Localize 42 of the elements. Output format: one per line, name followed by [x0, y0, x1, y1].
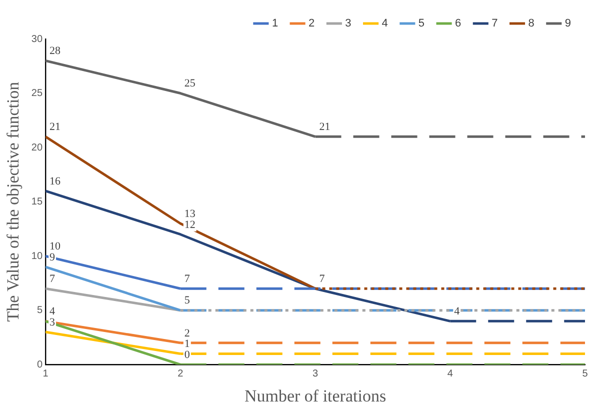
y-axis-title: The Value of the objective function: [4, 81, 23, 322]
data-label: 5: [184, 294, 190, 307]
y-tick-label: 10: [31, 250, 43, 262]
data-label: 4: [50, 306, 56, 318]
data-label: 0: [184, 348, 190, 361]
data-label: 16: [50, 175, 62, 188]
data-label: 3: [50, 316, 56, 328]
x-tick-label: 4: [447, 368, 454, 380]
x-tick-label: 1: [42, 368, 49, 380]
data-label: 21: [50, 121, 61, 134]
data-label: 7: [50, 273, 56, 286]
data-label: 2: [184, 327, 190, 340]
legend-label: 8: [528, 18, 534, 30]
legend-label: 1: [272, 18, 278, 30]
data-label: 28: [50, 45, 62, 58]
legend-label: 4: [382, 18, 388, 30]
legend-label: 6: [455, 18, 462, 30]
y-tick-label: 25: [31, 88, 43, 100]
data-label: 21: [319, 121, 330, 134]
y-tick-label: 5: [36, 305, 43, 316]
data-label: 9: [50, 251, 56, 264]
x-tick-label: 5: [582, 368, 588, 380]
data-label: 13: [184, 208, 196, 220]
x-tick-label: 3: [312, 368, 318, 380]
y-tick-label: 20: [31, 142, 43, 154]
legend-label: 2: [308, 18, 315, 30]
legend-label: 9: [564, 18, 572, 30]
y-tick-label: 30: [31, 34, 43, 45]
y-tick-label: 15: [31, 196, 43, 208]
data-label: 7: [184, 273, 190, 286]
y-tick-label: 0: [36, 359, 43, 370]
data-label: 10: [50, 240, 62, 252]
legend-label: 5: [418, 18, 425, 30]
legend-label: 7: [492, 18, 498, 30]
data-label: 12: [184, 218, 196, 231]
data-label: 25: [184, 78, 196, 90]
legend-label: 3: [345, 18, 352, 30]
data-label: 7: [319, 273, 326, 286]
x-tick-label: 2: [178, 368, 184, 380]
x-axis-title: Number of iterations: [244, 386, 386, 406]
data-label: 4: [454, 306, 460, 318]
data-label: 1: [184, 338, 190, 350]
